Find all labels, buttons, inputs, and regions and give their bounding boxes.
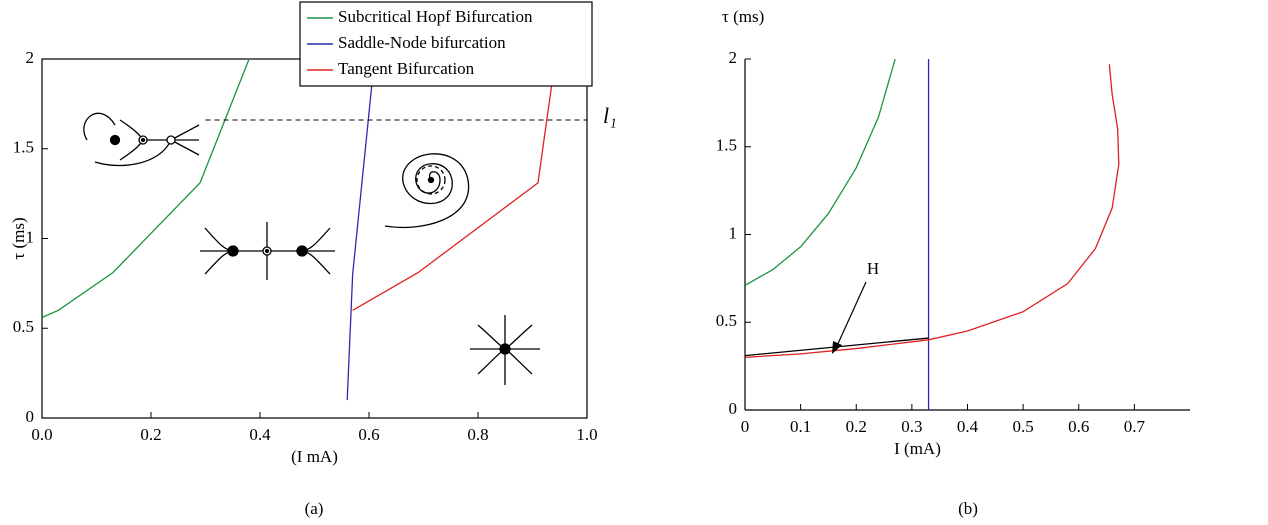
- y-tick-label: 1.5: [13, 138, 34, 157]
- legend-box: [299, 1, 593, 87]
- legend-label: Subcritical Hopf Bifurcation: [338, 7, 533, 26]
- x-tick-label: 0.1: [790, 417, 811, 436]
- x-tick-label: 0.5: [1013, 417, 1034, 436]
- data-line: [744, 58, 896, 286]
- y-tick-label: 1: [729, 223, 738, 242]
- annotation: H: [867, 259, 879, 278]
- reference-label: l₁: [603, 103, 617, 128]
- x-tick-label: 0.2: [140, 425, 161, 444]
- x-tick-label: 0.6: [358, 425, 379, 444]
- y-tick-label: 2: [729, 48, 738, 67]
- x-tick-label: 0.7: [1124, 417, 1146, 436]
- y-axis-label: τ (ms): [9, 217, 28, 259]
- y-tick-label: 0.5: [13, 317, 34, 336]
- x-tick-label: 0.2: [846, 417, 867, 436]
- y-tick-label: 0: [26, 407, 35, 426]
- x-tick-label: 0.8: [467, 425, 488, 444]
- data-line: [352, 85, 553, 311]
- x-tick-label: 0.6: [1068, 417, 1089, 436]
- y-tick-label: 0.5: [716, 311, 737, 330]
- x-tick-label: 0.3: [901, 417, 922, 436]
- x-tick-label: 1.0: [576, 425, 597, 444]
- x-axis-label: (I mA): [291, 447, 338, 466]
- x-tick-label: 0.0: [31, 425, 52, 444]
- y-axis-label: τ (ms): [722, 7, 764, 26]
- x-axis-label: I (mA): [894, 439, 941, 458]
- y-tick-label: 2: [26, 48, 35, 67]
- legend-label: Tangent Bifurcation: [338, 59, 475, 78]
- y-tick-label: 1: [26, 227, 35, 246]
- caption: (b): [958, 499, 978, 518]
- caption: (a): [305, 499, 324, 518]
- phase-portraits: [83, 112, 540, 385]
- legend: Subcritical Hopf Bifurcation Saddle-Node …: [299, 1, 593, 87]
- y-tick-label: 1.5: [716, 136, 737, 155]
- data-line: [346, 58, 376, 401]
- data-line: [41, 58, 250, 319]
- legend-label: Saddle-Node bifurcation: [338, 33, 506, 52]
- x-tick-label: 0.4: [249, 425, 271, 444]
- x-tick-label: 0: [741, 417, 750, 436]
- annotation-arrow: [835, 281, 867, 349]
- x-tick-label: 0.4: [957, 417, 979, 436]
- y-tick-label: 0: [729, 399, 738, 418]
- arrow-head: [832, 341, 842, 354]
- data-line: [744, 64, 1120, 358]
